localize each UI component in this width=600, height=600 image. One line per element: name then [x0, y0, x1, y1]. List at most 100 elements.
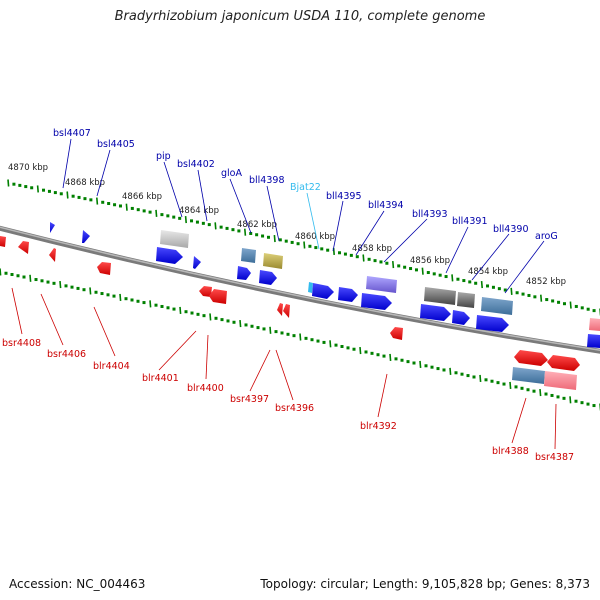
minor-tick — [292, 334, 296, 338]
kbp-label: 4870 kbp — [8, 163, 48, 173]
gene-arrow[interactable] — [283, 304, 290, 318]
gene-box[interactable] — [366, 276, 397, 293]
gene-box[interactable] — [424, 287, 456, 305]
gene-arrow[interactable] — [82, 230, 90, 243]
gene-label[interactable]: bsl4407 — [53, 128, 91, 139]
gene-box[interactable] — [544, 371, 577, 390]
gene-box[interactable] — [512, 367, 545, 384]
minor-tick — [466, 374, 470, 378]
minor-tick — [382, 354, 386, 358]
gene-arrow[interactable] — [209, 289, 227, 304]
minor-tick — [256, 326, 260, 330]
kbp-label: 4868 kbp — [65, 178, 105, 188]
minor-tick — [394, 357, 398, 361]
gene-label[interactable]: aroG — [535, 231, 558, 242]
gene-arrow[interactable] — [50, 222, 55, 233]
minor-tick — [262, 327, 266, 331]
minor-tick — [118, 204, 122, 208]
gene-box[interactable] — [481, 297, 513, 315]
minor-tick — [113, 203, 117, 207]
minor-tick — [47, 189, 51, 193]
minor-tick — [12, 182, 16, 186]
minor-tick — [556, 395, 560, 399]
minor-tick — [107, 202, 111, 206]
gene-arrow[interactable] — [420, 304, 451, 321]
gene-arrow[interactable] — [277, 303, 283, 316]
gene-label[interactable]: bll4391 — [452, 216, 488, 227]
gene-label[interactable]: bll4393 — [412, 209, 448, 220]
minor-tick — [280, 331, 284, 335]
gene-arrow[interactable] — [452, 310, 470, 325]
gene-label[interactable]: bll4394 — [368, 200, 404, 211]
minor-tick — [430, 365, 434, 369]
gene-arrow[interactable] — [49, 248, 56, 262]
gene-label[interactable]: blr4388 — [492, 446, 529, 457]
gene-arrow[interactable] — [547, 355, 580, 371]
gene-label[interactable]: bsr4387 — [535, 452, 574, 463]
minor-tick — [274, 330, 278, 334]
minor-tick — [100, 292, 104, 296]
gene-label[interactable]: blr4404 — [93, 361, 130, 372]
minor-tick — [322, 340, 326, 344]
kbp-label: 4864 kbp — [179, 206, 219, 216]
minor-tick — [83, 197, 87, 201]
gene-label[interactable]: blr4400 — [187, 383, 224, 394]
minor-tick — [142, 301, 146, 305]
gene-label[interactable]: bsr4397 — [230, 394, 269, 405]
gene-arrow[interactable] — [361, 293, 392, 310]
gene-box[interactable] — [160, 230, 189, 248]
gene-arrow[interactable] — [312, 283, 334, 299]
gene-label[interactable]: bsr4396 — [275, 403, 314, 414]
gene-arrow[interactable] — [259, 270, 277, 285]
gene-arrow[interactable] — [390, 327, 403, 340]
gene-label[interactable]: bsr4406 — [47, 349, 86, 360]
trna-arrow[interactable] — [308, 282, 313, 293]
gene-arrow[interactable] — [237, 266, 251, 280]
upper-tick-track — [7, 179, 600, 316]
gene-arrow[interactable] — [476, 315, 509, 332]
minor-tick — [71, 194, 75, 198]
minor-tick — [219, 225, 223, 229]
gene-label[interactable]: blr4392 — [360, 421, 397, 432]
gene-arrow[interactable] — [514, 350, 548, 366]
major-tick — [36, 185, 39, 193]
gene-arrow[interactable] — [156, 247, 183, 264]
gene-label[interactable]: bll4390 — [493, 224, 529, 235]
minor-tick — [364, 350, 368, 354]
minor-tick — [106, 293, 110, 297]
gene-label[interactable]: bsl4405 — [97, 139, 135, 150]
gene-arrow[interactable] — [0, 236, 6, 247]
gene-label[interactable]: bll4398 — [249, 175, 285, 186]
major-tick — [451, 274, 454, 282]
minor-tick — [545, 298, 549, 302]
gene-box[interactable] — [457, 292, 475, 308]
major-tick — [29, 274, 32, 282]
gene-label[interactable]: pip — [156, 151, 171, 162]
minor-tick — [76, 286, 80, 290]
gene-label[interactable]: bll4395 — [326, 191, 362, 202]
minor-tick — [397, 264, 401, 268]
gene-label[interactable]: gloA — [221, 168, 242, 179]
minor-tick — [101, 200, 105, 204]
gene-label[interactable]: bsl4402 — [177, 159, 215, 170]
minor-tick — [436, 367, 440, 371]
minor-tick — [586, 307, 590, 311]
gene-box[interactable] — [241, 248, 256, 263]
gene-arrow[interactable] — [587, 334, 600, 348]
gene-label[interactable]: blr4401 — [142, 373, 179, 384]
gene-arrow[interactable] — [338, 287, 358, 302]
minor-tick — [438, 273, 442, 277]
minor-tick — [592, 309, 596, 313]
gene-label[interactable]: bsr4408 — [2, 338, 41, 349]
gene-box[interactable] — [263, 253, 283, 269]
minor-tick — [166, 214, 170, 218]
gene-arrow[interactable] — [18, 241, 29, 254]
gene-box[interactable] — [589, 318, 600, 331]
gene-arrow[interactable] — [199, 286, 212, 297]
gene-arrow[interactable] — [193, 256, 201, 269]
page-title: Bradyrhizobium japonicum USDA 110, compl… — [114, 9, 486, 24]
minor-tick — [237, 229, 241, 233]
gene-label[interactable]: Bjat22 — [290, 182, 321, 193]
gene-arrow[interactable] — [97, 262, 111, 275]
major-tick — [239, 320, 242, 328]
